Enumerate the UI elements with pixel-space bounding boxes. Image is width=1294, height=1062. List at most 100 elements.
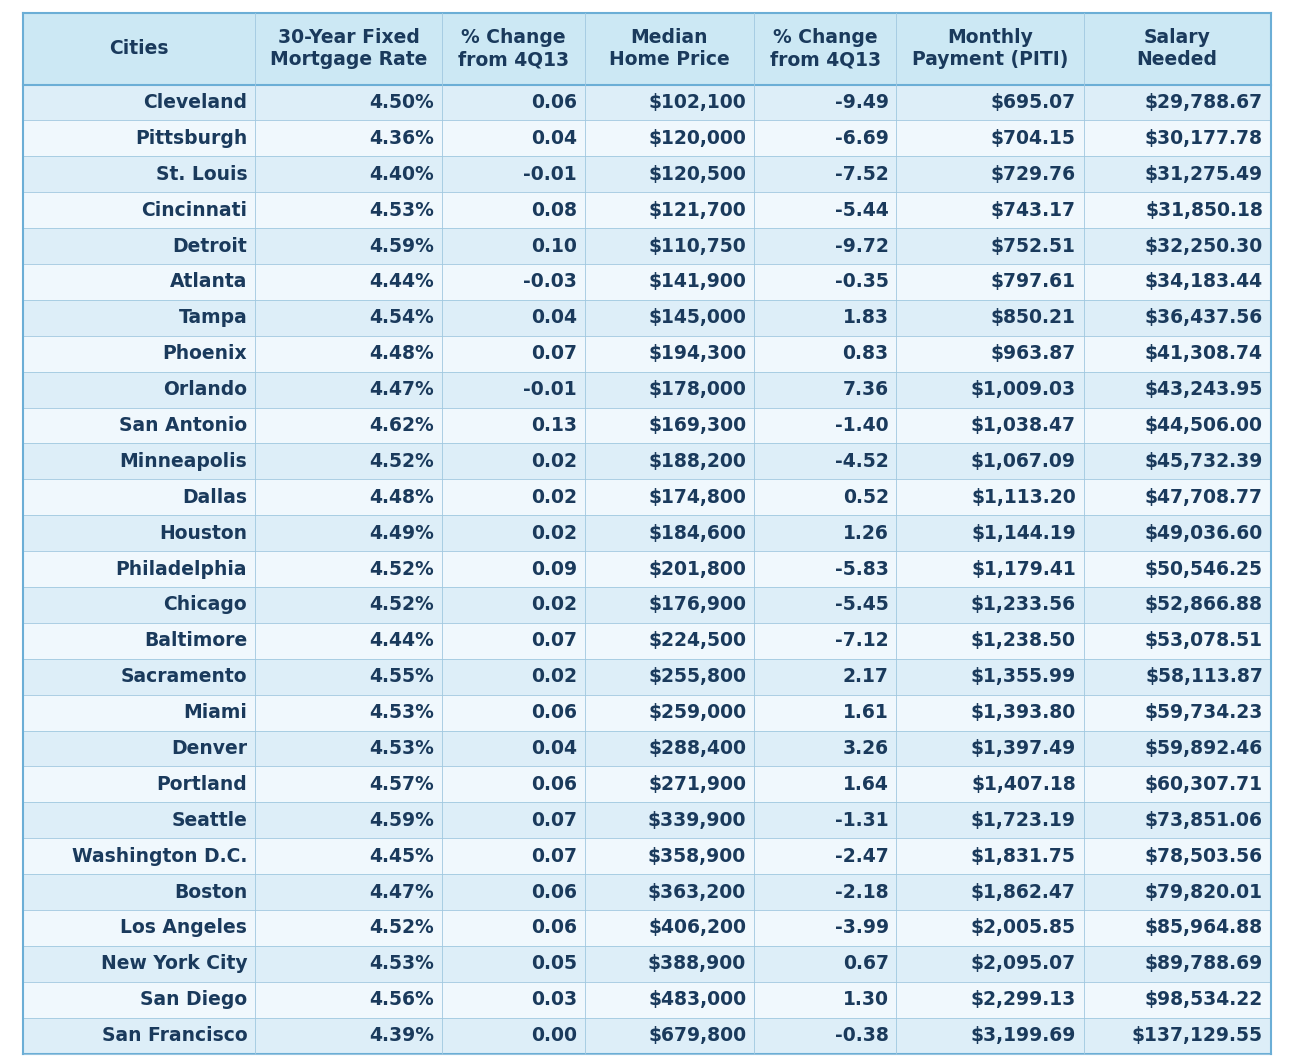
Text: San Francisco: San Francisco [101, 1026, 247, 1045]
Bar [23, 551, 1271, 587]
Text: $59,734.23: $59,734.23 [1145, 703, 1263, 722]
Bar [23, 156, 1271, 192]
Text: $120,000: $120,000 [648, 129, 747, 148]
Text: $52,866.88: $52,866.88 [1145, 596, 1263, 615]
Bar [23, 515, 1271, 551]
Bar [23, 13, 1271, 85]
Text: $176,900: $176,900 [648, 596, 747, 615]
Text: -1.40: -1.40 [835, 416, 889, 435]
Text: 4.36%: 4.36% [369, 129, 435, 148]
Text: 0.03: 0.03 [531, 990, 577, 1009]
Text: 4.53%: 4.53% [369, 201, 435, 220]
Text: $137,129.55: $137,129.55 [1132, 1026, 1263, 1045]
Text: $44,506.00: $44,506.00 [1145, 416, 1263, 435]
Text: 4.47%: 4.47% [370, 380, 435, 399]
Text: $704.15: $704.15 [991, 129, 1075, 148]
Text: Median
Home Price: Median Home Price [609, 28, 730, 69]
Bar [23, 299, 1271, 336]
Text: 4.53%: 4.53% [369, 739, 435, 758]
Text: $1,067.09: $1,067.09 [970, 451, 1075, 470]
Text: 0.52: 0.52 [842, 487, 889, 507]
Bar [23, 695, 1271, 731]
Text: -0.01: -0.01 [523, 165, 577, 184]
Text: -4.52: -4.52 [835, 451, 889, 470]
Text: 0.02: 0.02 [531, 451, 577, 470]
Text: $32,250.30: $32,250.30 [1145, 237, 1263, 256]
Text: $53,078.51: $53,078.51 [1145, 631, 1263, 650]
Bar [23, 910, 1271, 946]
Bar [23, 192, 1271, 228]
Text: $194,300: $194,300 [648, 344, 747, 363]
Text: San Diego: San Diego [140, 990, 247, 1009]
Text: Houston: Houston [159, 524, 247, 543]
Text: $483,000: $483,000 [648, 990, 747, 1009]
Text: $752.51: $752.51 [991, 237, 1075, 256]
Text: 0.04: 0.04 [531, 308, 577, 327]
Bar [23, 802, 1271, 838]
Text: 7.36: 7.36 [842, 380, 889, 399]
Text: 0.06: 0.06 [531, 93, 577, 112]
Text: $1,009.03: $1,009.03 [970, 380, 1075, 399]
Text: Seattle: Seattle [171, 810, 247, 829]
Text: 4.49%: 4.49% [369, 524, 435, 543]
Text: 1.83: 1.83 [842, 308, 889, 327]
Text: $1,397.49: $1,397.49 [970, 739, 1075, 758]
Text: -9.72: -9.72 [835, 237, 889, 256]
Text: Orlando: Orlando [163, 380, 247, 399]
Text: $98,534.22: $98,534.22 [1145, 990, 1263, 1009]
Text: Minneapolis: Minneapolis [119, 451, 247, 470]
Bar [23, 264, 1271, 299]
Text: $288,400: $288,400 [648, 739, 747, 758]
Text: $43,243.95: $43,243.95 [1145, 380, 1263, 399]
Bar [23, 120, 1271, 156]
Text: 0.06: 0.06 [531, 775, 577, 793]
Text: $1,179.41: $1,179.41 [970, 560, 1075, 579]
Text: $255,800: $255,800 [648, 667, 747, 686]
Bar [23, 622, 1271, 658]
Bar [23, 1017, 1271, 1054]
Text: 4.47%: 4.47% [370, 883, 435, 902]
Text: $271,900: $271,900 [648, 775, 747, 793]
Text: $729.76: $729.76 [991, 165, 1075, 184]
Text: 4.59%: 4.59% [369, 810, 435, 829]
Text: $36,437.56: $36,437.56 [1145, 308, 1263, 327]
Text: 0.06: 0.06 [531, 919, 577, 938]
Text: $145,000: $145,000 [648, 308, 747, 327]
Text: 0.02: 0.02 [531, 487, 577, 507]
Text: $743.17: $743.17 [991, 201, 1075, 220]
Text: 0.02: 0.02 [531, 524, 577, 543]
Text: $1,233.56: $1,233.56 [970, 596, 1075, 615]
Bar [23, 85, 1271, 120]
Text: 0.83: 0.83 [842, 344, 889, 363]
Text: $1,393.80: $1,393.80 [970, 703, 1075, 722]
Text: -7.52: -7.52 [835, 165, 889, 184]
Text: 30-Year Fixed
Mortgage Rate: 30-Year Fixed Mortgage Rate [270, 28, 427, 69]
Text: $1,723.19: $1,723.19 [970, 810, 1075, 829]
Text: 1.64: 1.64 [842, 775, 889, 793]
Text: Chicago: Chicago [163, 596, 247, 615]
Text: 0.05: 0.05 [531, 955, 577, 973]
Text: $178,000: $178,000 [648, 380, 747, 399]
Text: 0.04: 0.04 [531, 739, 577, 758]
Bar [23, 408, 1271, 444]
Text: Portland: Portland [157, 775, 247, 793]
Text: -0.03: -0.03 [523, 273, 577, 291]
Text: 1.61: 1.61 [842, 703, 889, 722]
Text: $47,708.77: $47,708.77 [1145, 487, 1263, 507]
Text: 4.53%: 4.53% [369, 955, 435, 973]
Text: Los Angeles: Los Angeles [120, 919, 247, 938]
Text: $31,850.18: $31,850.18 [1145, 201, 1263, 220]
Text: 0.07: 0.07 [531, 631, 577, 650]
Text: $50,546.25: $50,546.25 [1145, 560, 1263, 579]
Text: 4.59%: 4.59% [369, 237, 435, 256]
Text: $339,900: $339,900 [648, 810, 747, 829]
Text: $29,788.67: $29,788.67 [1145, 93, 1263, 112]
Text: $41,308.74: $41,308.74 [1145, 344, 1263, 363]
Text: Detroit: Detroit [172, 237, 247, 256]
Text: $1,407.18: $1,407.18 [970, 775, 1075, 793]
Text: 4.54%: 4.54% [370, 308, 435, 327]
Text: $2,005.85: $2,005.85 [970, 919, 1075, 938]
Text: 0.04: 0.04 [531, 129, 577, 148]
Text: $60,307.71: $60,307.71 [1145, 775, 1263, 793]
Text: 4.52%: 4.52% [370, 451, 435, 470]
